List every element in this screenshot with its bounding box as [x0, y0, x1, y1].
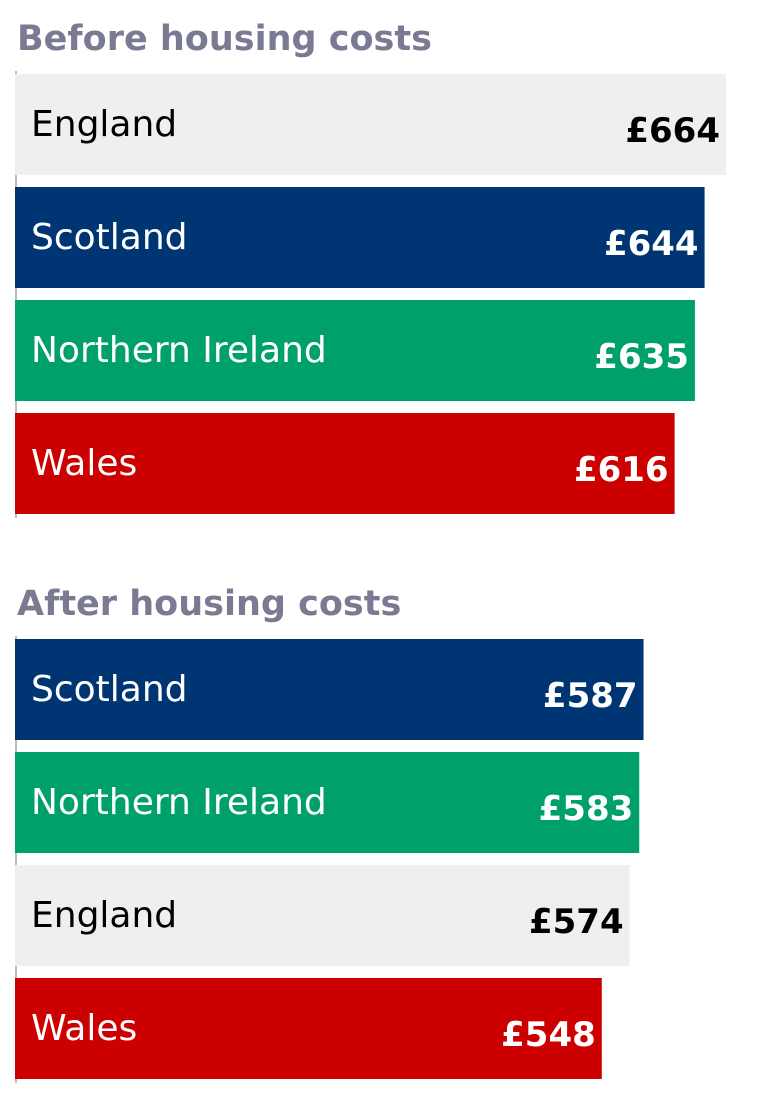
bar-value-label: £644 [604, 224, 699, 264]
bar [15, 752, 640, 853]
bar-category-label: Northern Ireland [31, 330, 327, 371]
bar [15, 978, 602, 1079]
bar-category-label: England [31, 104, 177, 145]
bar-category-label: Scotland [31, 669, 188, 710]
bar [15, 187, 705, 288]
bar-value-label: £583 [539, 789, 634, 829]
bar [15, 865, 630, 966]
bar-category-label: Wales [31, 1008, 137, 1049]
bar [15, 300, 695, 401]
panel-title: After housing costs [17, 584, 401, 624]
bar-value-label: £574 [529, 902, 624, 942]
bar-category-label: England [31, 895, 177, 936]
bar-value-label: £635 [594, 337, 689, 377]
bar-value-label: £548 [501, 1015, 596, 1055]
bar-value-label: £616 [574, 450, 669, 490]
bar-category-label: Northern Ireland [31, 782, 327, 823]
bar [15, 639, 644, 740]
bar [15, 74, 726, 175]
panel-title: Before housing costs [17, 19, 432, 59]
bar-category-label: Scotland [31, 217, 188, 258]
bar [15, 413, 675, 514]
bar-category-label: Wales [31, 443, 137, 484]
bar-value-label: £664 [625, 111, 720, 151]
bar-value-label: £587 [543, 676, 638, 716]
